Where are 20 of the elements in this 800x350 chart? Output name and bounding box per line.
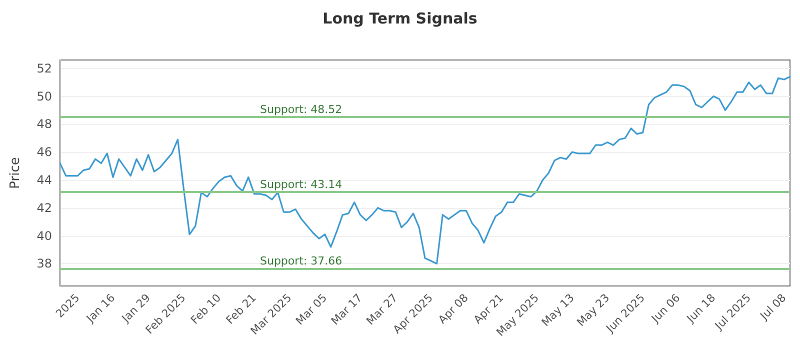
x-tick-label: Mar 05 (293, 291, 330, 328)
y-tick-label: 44 (36, 172, 52, 187)
y-tick-label: 40 (36, 228, 52, 243)
y-tick-label: 46 (36, 145, 52, 160)
x-tick-label: Apr 08 (436, 291, 471, 326)
ref-line-label: Support: 48.52 (260, 102, 342, 116)
y-axis-title: Price (8, 157, 23, 189)
y-tick-label: 38 (36, 256, 52, 271)
x-tick-label: Jun 06 (648, 291, 683, 326)
x-tick-label: Mar 17 (328, 291, 365, 328)
y-tick-label: 42 (36, 200, 52, 215)
y-tick-label: 50 (36, 89, 52, 104)
x-tick-label: Jul 08 (757, 291, 789, 324)
ref-line-label: Support: 43.14 (260, 178, 342, 191)
x-tick-label: Jan 16 (83, 291, 118, 326)
y-tick-label: 52 (36, 61, 52, 76)
y-tick-label: 48 (36, 117, 52, 132)
ref-line-label: Support: 37.66 (260, 254, 342, 268)
chart-title: Long Term Signals (322, 10, 478, 28)
x-tick-label: Feb 10 (188, 291, 224, 327)
